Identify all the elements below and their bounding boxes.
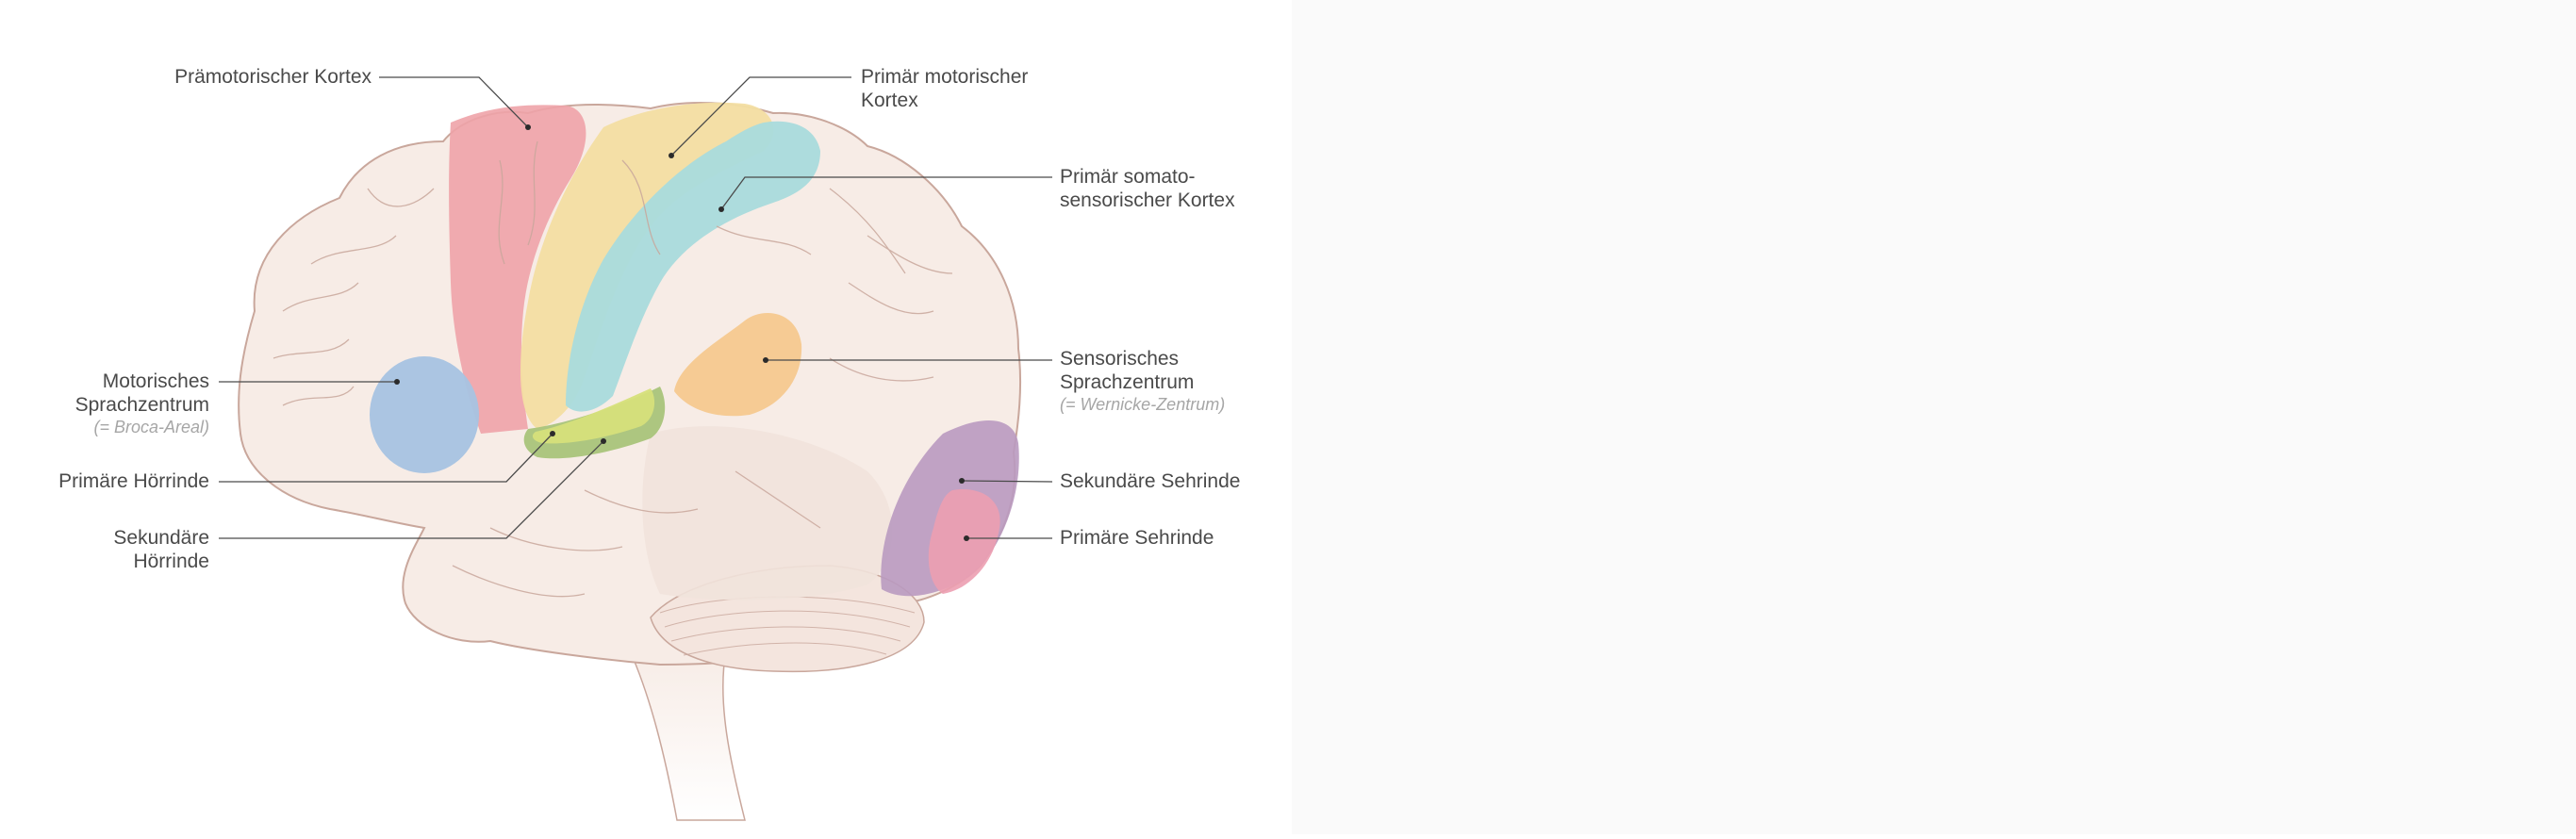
label-sensory-speech-line1: Sensorisches [1060, 348, 1180, 370]
label-motor-speech-line1: Motorisches [102, 370, 209, 392]
brainstem [628, 650, 746, 821]
dot-primary-motor [669, 153, 674, 158]
dot-sensory-speech [763, 357, 768, 363]
label-motor-speech-note: (= Broca-Areal) [93, 418, 209, 436]
label-primary-motor-line1: Primär motorischer [861, 66, 1029, 88]
label-primary-auditory: Primäre Hörrinde [58, 469, 209, 493]
leader-somatosensory [720, 176, 1052, 210]
region-primary-auditory [532, 388, 655, 444]
leader-secondary-auditory [219, 440, 604, 539]
dot-somatosensory [718, 206, 724, 212]
label-secondary-auditory-line1: Sekundäre [113, 527, 209, 549]
label-sensory-speech-line2: Sprachzentrum [1060, 371, 1195, 393]
brain-illustration [219, 76, 1053, 821]
region-wernicke [674, 313, 802, 417]
dot-premotor [525, 124, 531, 130]
label-somatosensory: Primär somato- sensorischer Kortex [1060, 165, 1235, 212]
region-somatosensory [566, 121, 820, 412]
label-primary-visual-line1: Primäre Sehrinde [1060, 527, 1214, 549]
label-secondary-visual: Sekundäre Sehrinde [1060, 469, 1240, 493]
label-somatosensory-line2: sensorischer Kortex [1060, 189, 1235, 211]
region-broca [370, 356, 479, 473]
leader-primary-auditory [219, 433, 553, 483]
blank-panel [1292, 0, 2576, 834]
dot-primary-auditory [550, 431, 555, 436]
leader-secondary-visual [961, 480, 1053, 483]
dot-primary-visual [964, 535, 969, 541]
dot-motor-speech [394, 379, 400, 385]
dot-secondary-visual [959, 478, 965, 484]
dot-secondary-auditory [601, 438, 606, 444]
label-sensory-speech-note: (= Wernicke-Zentrum) [1060, 395, 1226, 414]
temporal-shading [642, 426, 893, 600]
label-primary-motor-line2: Kortex [861, 90, 918, 111]
label-motor-speech: Motorisches Sprachzentrum (= Broca-Areal… [75, 370, 209, 437]
label-primary-auditory-line1: Primäre Hörrinde [58, 470, 209, 492]
label-primary-visual: Primäre Sehrinde [1060, 526, 1214, 550]
label-sensory-speech: Sensorisches Sprachzentrum (= Wernicke-Z… [1060, 347, 1225, 415]
label-premotor-line1: Prämotorischer Kortex [174, 66, 372, 88]
leader-premotor [379, 76, 529, 128]
label-somatosensory-line1: Primär somato- [1060, 166, 1196, 188]
leader-primary-motor [670, 76, 851, 156]
label-motor-speech-line2: Sprachzentrum [74, 394, 209, 416]
label-secondary-visual-line1: Sekundäre Sehrinde [1060, 470, 1241, 492]
label-primary-motor: Primär motorischer Kortex [861, 65, 1028, 112]
brain-diagram: Prämotorischer Kortex Motorisches Sprach… [0, 0, 1292, 834]
label-secondary-auditory-line2: Hörrinde [133, 551, 209, 572]
label-secondary-auditory: Sekundäre Hörrinde [113, 526, 209, 573]
region-premotor [449, 105, 586, 434]
region-primary-visual [928, 489, 1000, 594]
label-premotor: Prämotorischer Kortex [174, 65, 372, 89]
